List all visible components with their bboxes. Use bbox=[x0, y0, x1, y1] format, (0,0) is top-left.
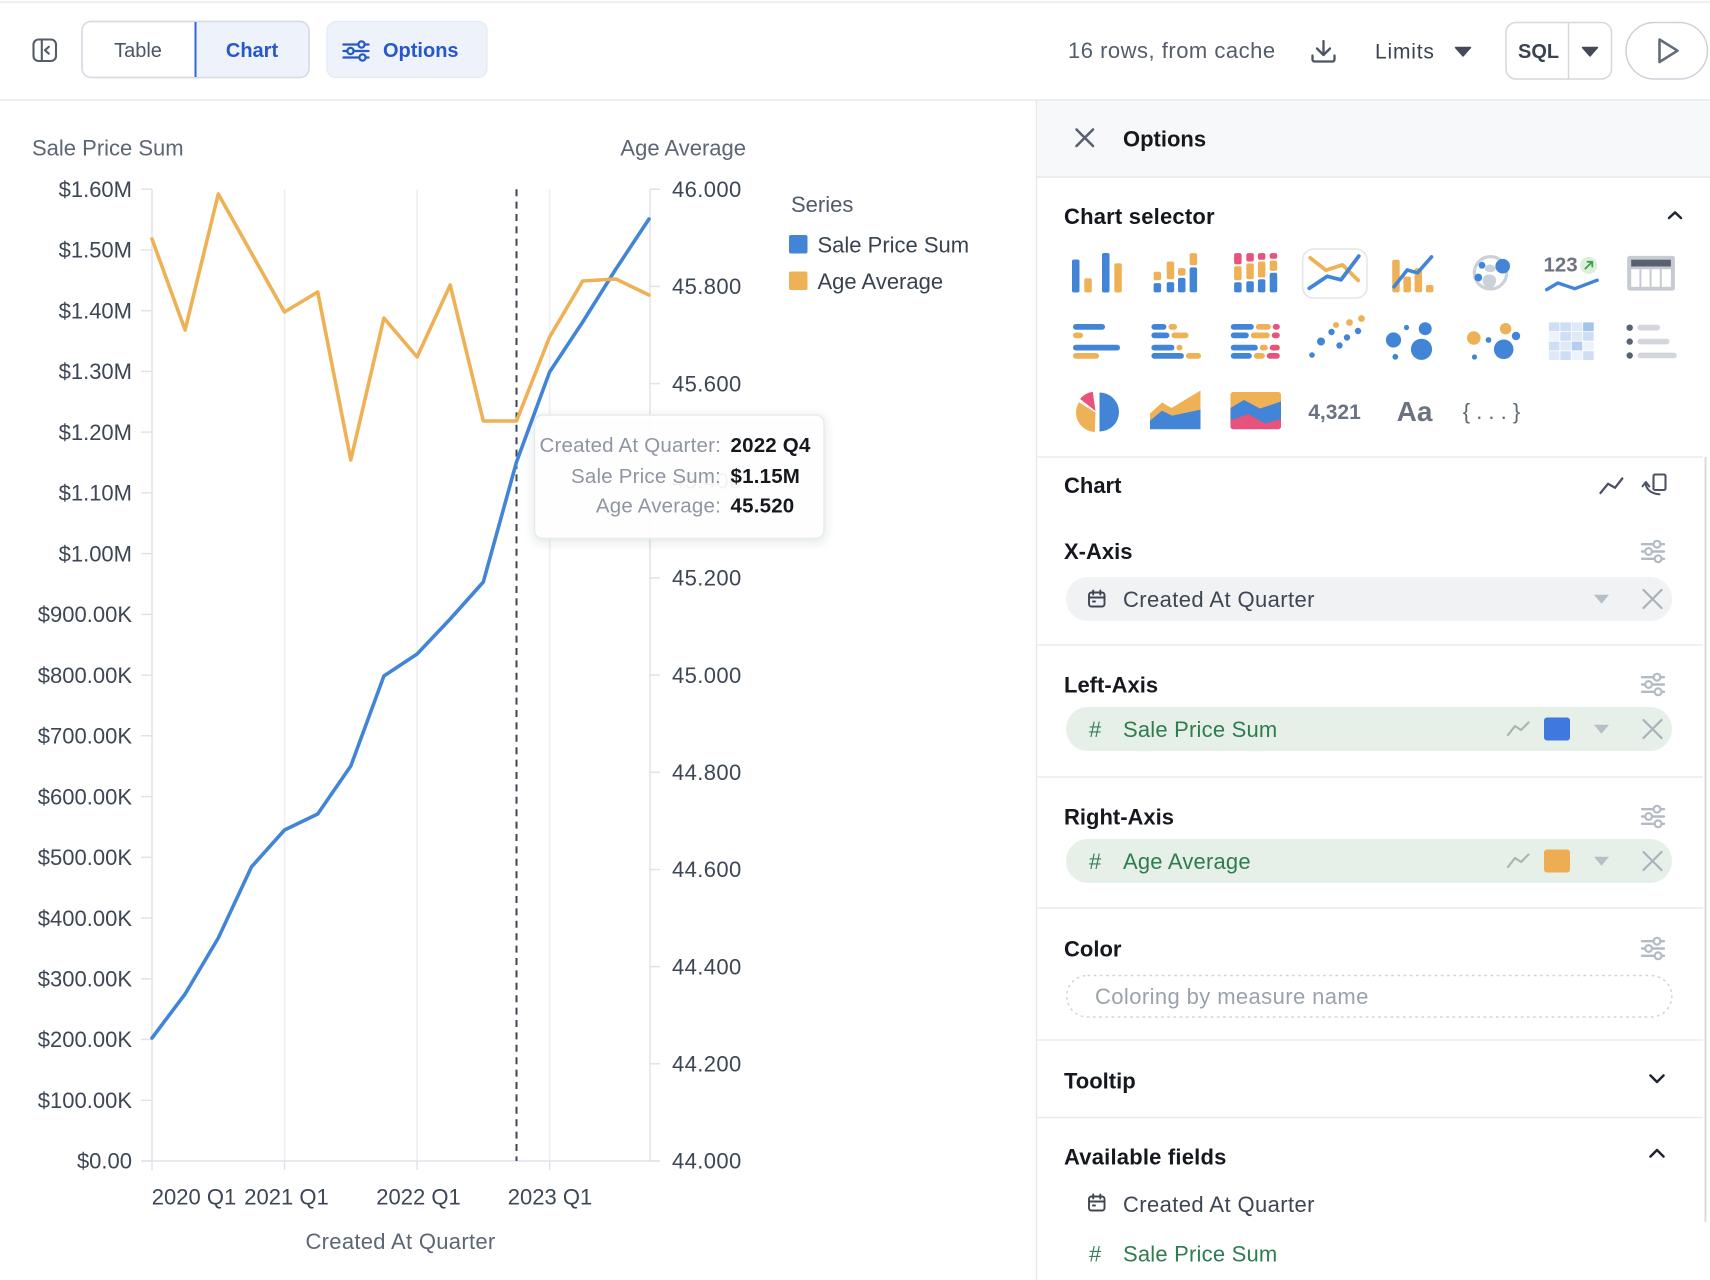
svg-text:44.600: 44.600 bbox=[672, 857, 742, 882]
svg-text:Age Average: Age Average bbox=[620, 136, 746, 161]
svg-text:$600.00K: $600.00K bbox=[38, 784, 133, 809]
svg-text:Chart: Chart bbox=[226, 40, 279, 62]
svg-text:$900.00K: $900.00K bbox=[38, 602, 133, 627]
svg-text:Limits: Limits bbox=[1375, 41, 1435, 64]
svg-text:2022 Q1: 2022 Q1 bbox=[376, 1184, 460, 1209]
svg-text:Tooltip: Tooltip bbox=[1064, 1069, 1136, 1094]
svg-text:$1.20M: $1.20M bbox=[59, 420, 132, 445]
svg-text:Available fields: Available fields bbox=[1064, 1145, 1227, 1170]
svg-text:Age Average: Age Average bbox=[1123, 849, 1251, 874]
svg-text:45.600: 45.600 bbox=[672, 371, 742, 396]
svg-text:#: # bbox=[1089, 849, 1102, 874]
svg-text:Color: Color bbox=[1064, 937, 1122, 962]
svg-text:45.200: 45.200 bbox=[672, 566, 742, 591]
svg-text:Sale Price Sum: Sale Price Sum bbox=[1123, 717, 1277, 742]
svg-text:2020 Q1: 2020 Q1 bbox=[152, 1184, 236, 1209]
svg-text:Series: Series bbox=[791, 192, 853, 217]
svg-text:$200.00K: $200.00K bbox=[38, 1027, 133, 1052]
svg-text:46.000: 46.000 bbox=[672, 177, 742, 202]
svg-text:44.000: 44.000 bbox=[672, 1149, 742, 1174]
svg-text:Options: Options bbox=[1123, 127, 1206, 152]
svg-text:Right-Axis: Right-Axis bbox=[1064, 805, 1174, 830]
svg-text:Sale Price Sum: Sale Price Sum bbox=[1123, 1242, 1277, 1267]
svg-text:$700.00K: $700.00K bbox=[38, 724, 133, 749]
svg-text:$300.00K: $300.00K bbox=[38, 967, 133, 992]
svg-text:$1.30M: $1.30M bbox=[59, 359, 132, 384]
svg-text:Left-Axis: Left-Axis bbox=[1064, 673, 1158, 698]
svg-text:$1.50M: $1.50M bbox=[59, 238, 132, 263]
svg-text:$400.00K: $400.00K bbox=[38, 906, 133, 931]
svg-text:123: 123 bbox=[1544, 254, 1578, 277]
svg-text:Options: Options bbox=[383, 40, 459, 62]
svg-text:45.800: 45.800 bbox=[672, 274, 742, 299]
svg-text:44.800: 44.800 bbox=[672, 760, 742, 785]
svg-text:$0.00: $0.00 bbox=[77, 1149, 132, 1174]
svg-text:$1.40M: $1.40M bbox=[59, 298, 132, 323]
svg-text:$500.00K: $500.00K bbox=[38, 845, 133, 870]
svg-text:Created At Quarter: Created At Quarter bbox=[1123, 1192, 1315, 1217]
svg-text:Created At Quarter: Created At Quarter bbox=[1123, 587, 1315, 612]
svg-text:$800.00K: $800.00K bbox=[38, 663, 133, 688]
svg-text:Table: Table bbox=[114, 40, 162, 62]
svg-text:Created At Quarter:: Created At Quarter: bbox=[539, 434, 721, 457]
svg-text:44.400: 44.400 bbox=[672, 954, 742, 979]
svg-text:Sale Price Sum: Sale Price Sum bbox=[818, 232, 970, 257]
svg-text:$1.10M: $1.10M bbox=[59, 481, 132, 506]
svg-text:Chart selector: Chart selector bbox=[1064, 204, 1215, 229]
svg-text:$1.60M: $1.60M bbox=[59, 177, 132, 202]
svg-text:$1.00M: $1.00M bbox=[59, 541, 132, 566]
svg-text:Created At Quarter: Created At Quarter bbox=[305, 1229, 495, 1254]
svg-text:45.000: 45.000 bbox=[672, 663, 742, 688]
svg-text:Chart: Chart bbox=[1064, 473, 1122, 498]
svg-text:2021 Q1: 2021 Q1 bbox=[244, 1184, 328, 1209]
svg-text:16 rows, from cache: 16 rows, from cache bbox=[1068, 38, 1276, 63]
svg-text:Sale Price Sum:: Sale Price Sum: bbox=[571, 465, 721, 488]
svg-text:Aa: Aa bbox=[1397, 396, 1433, 427]
svg-text:$100.00K: $100.00K bbox=[38, 1088, 133, 1113]
svg-text:Coloring by measure name: Coloring by measure name bbox=[1095, 984, 1369, 1009]
svg-text:Age Average: Age Average bbox=[818, 269, 944, 294]
svg-text:#: # bbox=[1089, 1242, 1102, 1267]
svg-text:#: # bbox=[1089, 717, 1102, 742]
svg-text:2023 Q1: 2023 Q1 bbox=[508, 1184, 592, 1209]
svg-text:4,321: 4,321 bbox=[1308, 401, 1361, 424]
svg-text:X-Axis: X-Axis bbox=[1064, 539, 1132, 564]
svg-text:44.200: 44.200 bbox=[672, 1052, 742, 1077]
svg-text:Sale Price Sum: Sale Price Sum bbox=[32, 136, 184, 161]
svg-text:2022 Q4: 2022 Q4 bbox=[731, 434, 811, 457]
svg-text:SQL: SQL bbox=[1518, 41, 1559, 63]
svg-text:Age Average:: Age Average: bbox=[596, 495, 721, 518]
svg-text:45.520: 45.520 bbox=[731, 495, 795, 518]
svg-text:$1.15M: $1.15M bbox=[731, 465, 801, 488]
svg-text:{ . . . }: { . . . } bbox=[1463, 399, 1520, 424]
